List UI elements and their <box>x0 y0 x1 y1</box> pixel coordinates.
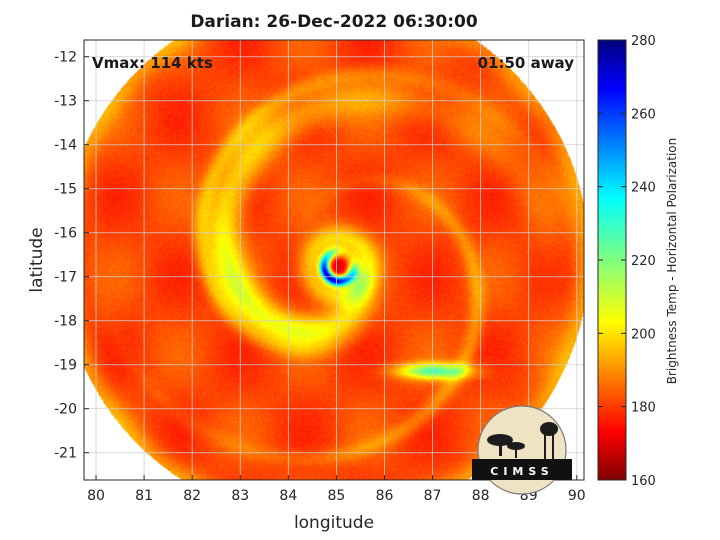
x-tick-label: 87 <box>424 488 442 504</box>
colorbar-tick-label: 260 <box>631 107 656 122</box>
chart-title: Darian: 26-Dec-2022 06:30:00 <box>190 12 478 32</box>
x-tick-label: 85 <box>327 488 345 504</box>
y-tick-label: -18 <box>54 314 77 330</box>
x-tick-label: 82 <box>183 488 201 504</box>
vmax-label: Vmax: 114 kts <box>92 54 213 72</box>
colorbar-tick-label: 280 <box>631 34 656 49</box>
x-tick-label: 90 <box>568 488 586 504</box>
colorbar-ticks: 160 180 200 220 240 260 280 <box>598 34 656 489</box>
y-tick-label: -13 <box>54 94 77 110</box>
x-axis-label: longitude <box>294 513 374 533</box>
y-tick-label: -12 <box>54 50 77 66</box>
colorbar-tick-label: 180 <box>631 401 656 416</box>
y-tick-label: -16 <box>54 226 77 242</box>
brightness-temp-heatmap <box>84 40 584 480</box>
y-tick-label: -15 <box>54 182 77 198</box>
x-tick-label: 81 <box>135 488 153 504</box>
y-ticks: -12 -13 -14 -15 -16 -17 -18 -19 -20 -21 <box>54 50 89 462</box>
heatmap-image <box>84 40 584 480</box>
colorbar-tick-label: 240 <box>631 181 656 196</box>
y-tick-label: -17 <box>54 270 77 286</box>
colorbar-label: Brightness Temp - Horizontal Polarizatio… <box>665 138 679 385</box>
x-tick-label: 84 <box>279 488 297 504</box>
colorbar-tick-label: 160 <box>631 474 656 489</box>
y-tick-label: -21 <box>54 446 77 462</box>
x-tick-label: 88 <box>472 488 490 504</box>
cimss-logo: CIMSS <box>472 405 572 495</box>
time-away-label: 01:50 away <box>477 54 574 72</box>
y-tick-label: -14 <box>54 138 77 154</box>
plot-frame <box>83 39 585 481</box>
y-tick-label: -19 <box>54 358 77 374</box>
grid-lines <box>84 40 584 480</box>
y-tick-label: -20 <box>54 402 77 418</box>
y-axis-label: latitude <box>27 227 47 292</box>
x-tick-label: 83 <box>231 488 249 504</box>
colorbar-tick-label: 200 <box>631 327 656 342</box>
x-tick-label: 80 <box>87 488 105 504</box>
logo-text: CIMSS <box>490 465 553 478</box>
colorbar-tick-label: 220 <box>631 254 656 269</box>
x-ticks: 80 81 82 83 84 85 86 87 88 89 90 <box>87 475 586 504</box>
x-tick-label: 86 <box>376 488 394 504</box>
